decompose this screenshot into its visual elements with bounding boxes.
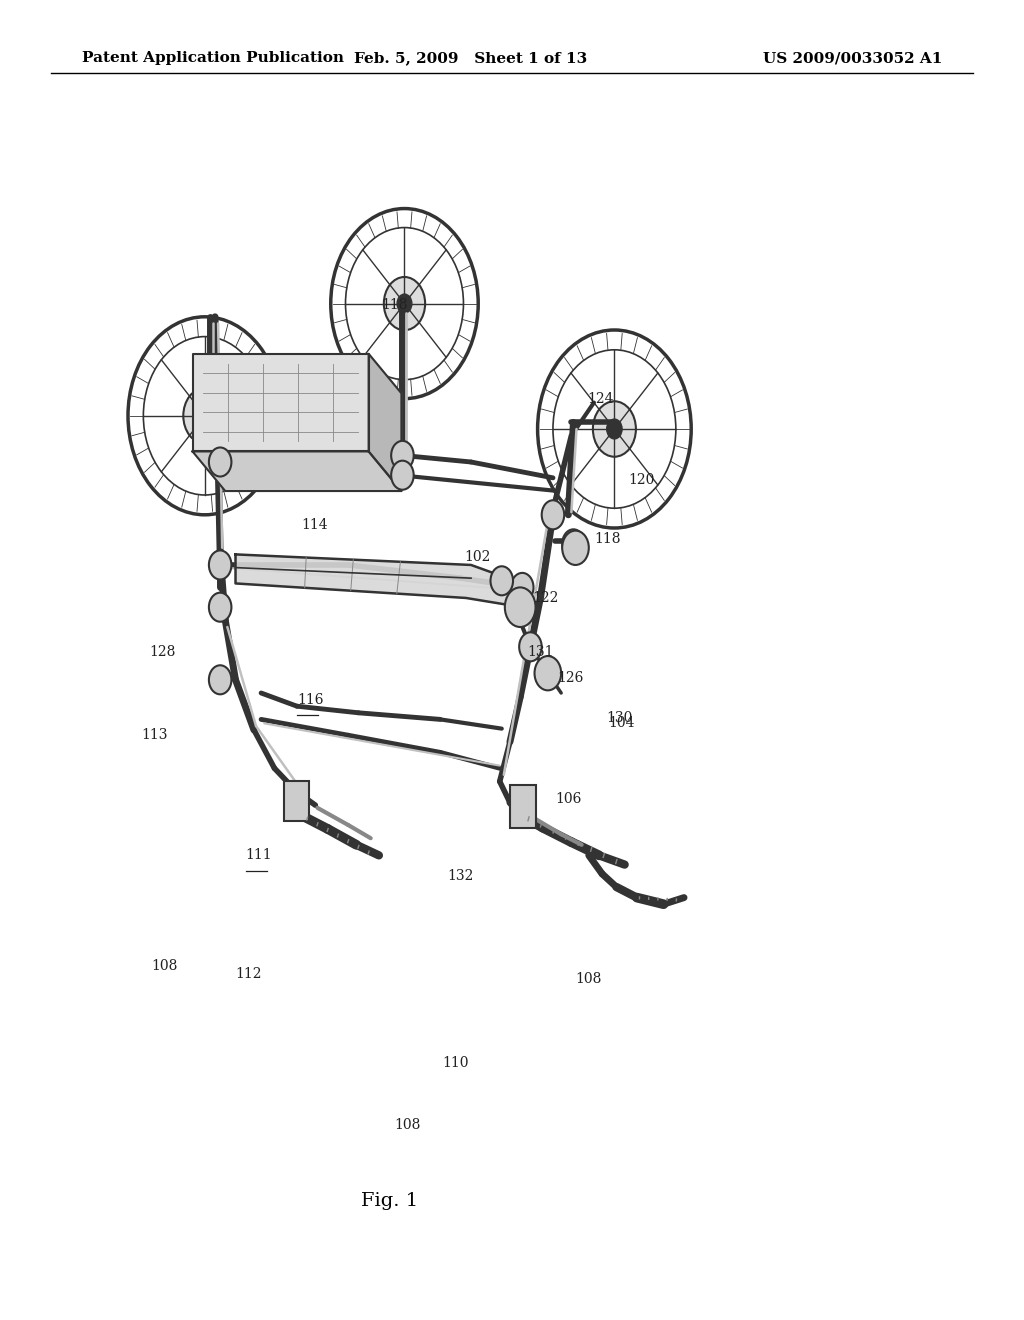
Circle shape xyxy=(209,665,231,694)
Text: Patent Application Publication: Patent Application Publication xyxy=(82,51,344,65)
Text: 108: 108 xyxy=(394,1118,421,1131)
Text: 120: 120 xyxy=(629,474,655,487)
Text: 116: 116 xyxy=(297,693,324,706)
Text: 132: 132 xyxy=(447,870,474,883)
Circle shape xyxy=(542,500,564,529)
Text: 128: 128 xyxy=(150,645,176,659)
Text: 102: 102 xyxy=(464,550,490,564)
Text: 118: 118 xyxy=(381,298,408,312)
Bar xyxy=(284,781,309,821)
Circle shape xyxy=(535,656,561,690)
Circle shape xyxy=(391,461,414,490)
Text: Feb. 5, 2009   Sheet 1 of 13: Feb. 5, 2009 Sheet 1 of 13 xyxy=(354,51,588,65)
Circle shape xyxy=(519,632,542,661)
Circle shape xyxy=(593,401,636,457)
Text: 108: 108 xyxy=(152,960,178,973)
Text: 124: 124 xyxy=(588,392,614,405)
Text: 113: 113 xyxy=(141,729,168,742)
Circle shape xyxy=(391,441,414,470)
Circle shape xyxy=(505,587,536,627)
Bar xyxy=(510,785,536,828)
Circle shape xyxy=(562,529,585,558)
Text: 131: 131 xyxy=(527,645,554,659)
Text: Fig. 1: Fig. 1 xyxy=(360,1192,418,1210)
Text: 114: 114 xyxy=(301,519,328,532)
Polygon shape xyxy=(193,354,369,451)
Text: 108: 108 xyxy=(575,973,602,986)
Circle shape xyxy=(511,573,534,602)
Polygon shape xyxy=(369,354,401,491)
Circle shape xyxy=(562,531,589,565)
Circle shape xyxy=(209,550,231,579)
Text: 122: 122 xyxy=(532,591,559,605)
Text: 130: 130 xyxy=(606,711,633,725)
Text: 118: 118 xyxy=(594,532,621,545)
Circle shape xyxy=(397,294,412,313)
Text: 104: 104 xyxy=(608,717,635,730)
Polygon shape xyxy=(236,554,522,607)
Text: 111: 111 xyxy=(246,849,272,862)
Circle shape xyxy=(384,277,425,330)
Circle shape xyxy=(197,407,213,425)
Text: 112: 112 xyxy=(236,968,262,981)
Circle shape xyxy=(209,447,231,477)
Circle shape xyxy=(490,566,513,595)
Text: 110: 110 xyxy=(442,1056,469,1069)
Circle shape xyxy=(606,418,622,438)
Circle shape xyxy=(183,388,226,444)
Text: 106: 106 xyxy=(555,792,582,805)
Text: 126: 126 xyxy=(557,672,584,685)
Circle shape xyxy=(209,593,231,622)
Text: US 2009/0033052 A1: US 2009/0033052 A1 xyxy=(763,51,942,65)
Polygon shape xyxy=(193,451,401,491)
